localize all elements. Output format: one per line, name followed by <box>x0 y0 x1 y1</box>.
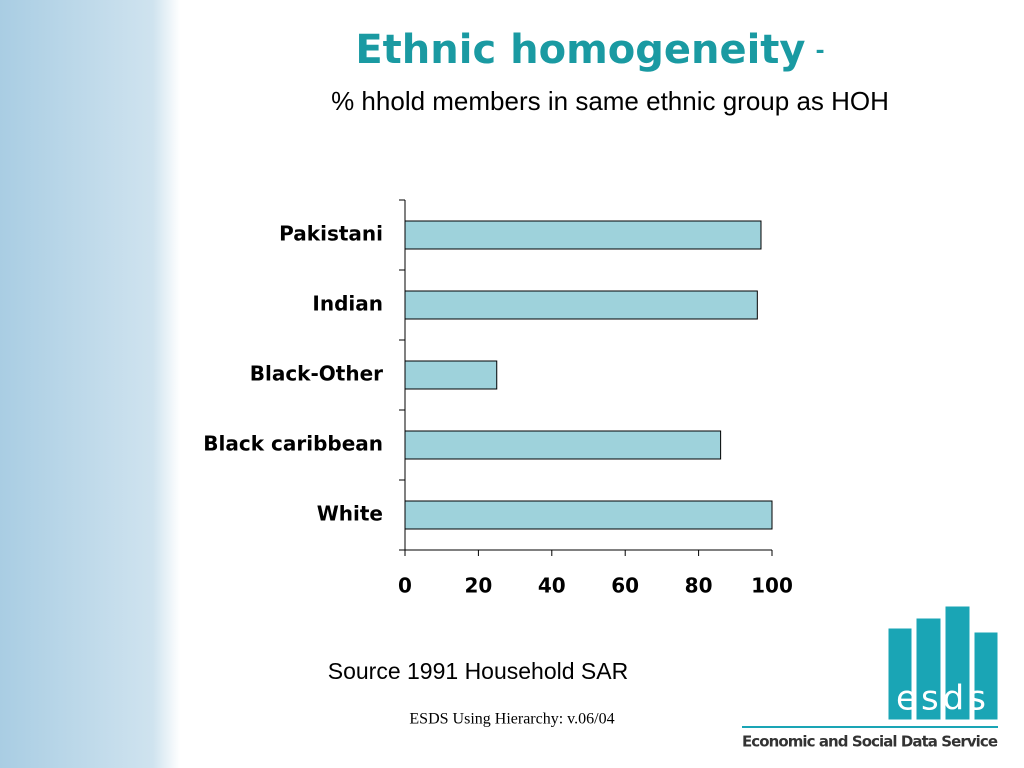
logo-name: Economic and Social Data Service <box>742 733 998 751</box>
bar <box>404 500 773 530</box>
x-tick-label: 80 <box>685 574 713 598</box>
x-tick-label: 100 <box>751 574 793 598</box>
y-tick-label: White <box>317 502 383 526</box>
logo: esds Economic and Social Data Service <box>742 605 999 751</box>
footer: ESDS Using Hierarchy: v.06/04 <box>409 711 614 728</box>
bar <box>404 220 762 250</box>
bar <box>404 290 758 320</box>
y-tick-label: Black-Other <box>250 362 383 386</box>
bar <box>404 430 722 460</box>
logo-bar <box>915 617 942 721</box>
title-dash: - <box>816 39 825 64</box>
title-main: Ethnic homogeneity <box>355 27 805 73</box>
logo-bar <box>973 631 999 721</box>
logo-bar <box>944 605 971 721</box>
side-panel <box>0 0 180 768</box>
bar <box>404 360 498 390</box>
logo-bar <box>887 627 913 721</box>
chart-title: Ethnic homogeneity - <box>355 27 824 73</box>
x-tick-label: 20 <box>464 574 492 598</box>
logo-text: esds <box>896 679 990 719</box>
x-tick-label: 0 <box>398 574 412 598</box>
y-tick-label: Pakistani <box>279 222 383 246</box>
y-tick-label: Black caribbean <box>203 432 383 456</box>
x-tick-label: 60 <box>611 574 639 598</box>
chart-subtitle: % hhold members in same ethnic group as … <box>331 86 889 116</box>
source: Source 1991 Household SAR <box>328 658 628 684</box>
y-tick-label: Indian <box>312 292 383 316</box>
x-tick-label: 40 <box>538 574 566 598</box>
